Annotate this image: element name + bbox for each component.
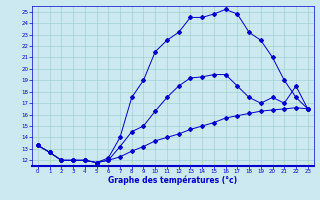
X-axis label: Graphe des températures (°c): Graphe des températures (°c): [108, 176, 237, 185]
